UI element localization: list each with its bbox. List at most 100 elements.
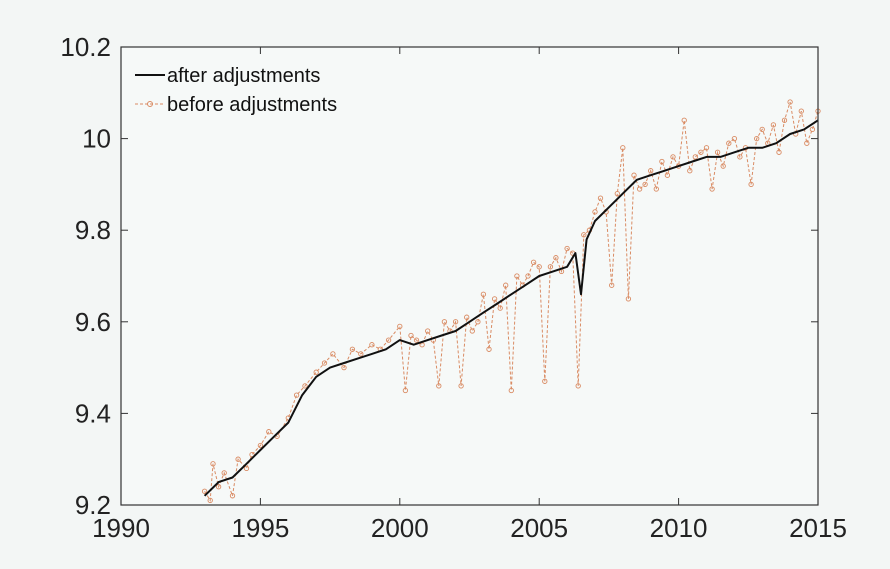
data-point-before-adjustments [754, 135, 760, 142]
y-tick-label: 10.2 [60, 32, 111, 62]
data-point-before-adjustments [302, 383, 308, 389]
data-point-before-adjustments [293, 392, 300, 398]
data-point-before-adjustments [609, 282, 615, 288]
data-point-before-adjustments [525, 273, 531, 279]
data-point-before-adjustments [597, 195, 604, 201]
data-point-before-adjustments [575, 383, 581, 389]
data-point-before-adjustments [714, 149, 721, 155]
data-point-before-adjustments [508, 387, 514, 394]
series-line-after-adjustments [203, 119, 819, 497]
series-layer [201, 99, 821, 504]
data-point-before-adjustments [469, 328, 475, 334]
data-point-before-adjustments [776, 149, 782, 155]
data-point-before-adjustments [726, 140, 732, 146]
data-point-before-adjustments [703, 145, 710, 151]
data-point-before-adjustments [625, 296, 632, 302]
legend: after adjustments before adjustments [135, 65, 337, 116]
data-point-before-adjustments [787, 99, 793, 105]
data-point-before-adjustments [358, 351, 364, 357]
data-point-before-adjustments [215, 484, 222, 490]
data-point-before-adjustments [592, 209, 598, 215]
data-point-before-adjustments [413, 337, 420, 343]
y-tick-label: 9.2 [75, 490, 111, 520]
data-point-before-adjustments [514, 273, 520, 279]
data-point-before-adjustments [425, 328, 431, 334]
data-point-before-adjustments [475, 319, 481, 325]
data-point-before-adjustments [349, 346, 356, 352]
data-point-before-adjustments [221, 470, 227, 476]
data-point-before-adjustments [341, 364, 347, 371]
data-point-before-adjustments [720, 163, 726, 169]
legend-label: before adjustments [167, 94, 337, 116]
data-point-before-adjustments [408, 332, 414, 339]
data-point-before-adjustments [692, 154, 698, 160]
data-point-before-adjustments [581, 232, 587, 238]
x-tick-label: 2005 [510, 513, 568, 543]
legend-marker-before-adjustments [147, 101, 153, 107]
y-tick-label: 9.4 [75, 398, 111, 428]
data-point-before-adjustments [402, 387, 409, 394]
data-point-before-adjustments [452, 319, 459, 325]
data-point-before-adjustments [731, 135, 738, 142]
data-point-before-adjustments [480, 291, 487, 297]
data-point-before-adjustments [235, 456, 241, 462]
legend-label: after adjustments [167, 65, 320, 87]
data-point-before-adjustments [759, 126, 765, 133]
data-point-before-adjustments [330, 351, 336, 357]
data-point-before-adjustments [385, 337, 392, 343]
data-point-before-adjustments [636, 186, 643, 192]
data-point-before-adjustments [547, 264, 554, 270]
y-tick-label: 10 [82, 124, 111, 154]
data-point-before-adjustments [497, 305, 503, 311]
data-point-before-adjustments [687, 168, 693, 174]
data-point-before-adjustments [397, 323, 403, 330]
data-point-before-adjustments [257, 442, 264, 449]
x-tick-label: 2015 [789, 513, 847, 543]
data-point-before-adjustments [503, 282, 509, 288]
series-line-before-adjustments [204, 101, 819, 502]
y-tick-label: 9.8 [75, 215, 111, 245]
data-point-before-adjustments [369, 342, 375, 348]
plot-frame [120, 46, 819, 506]
x-tick-label: 2000 [371, 513, 429, 543]
data-point-before-adjustments [441, 319, 448, 325]
data-point-before-adjustments [458, 383, 464, 389]
data-point-before-adjustments [809, 126, 816, 133]
data-point-before-adjustments [210, 461, 216, 467]
data-point-before-adjustments [642, 181, 648, 188]
data-point-before-adjustments [698, 149, 704, 155]
data-point-before-adjustments [486, 346, 492, 352]
data-point-before-adjustments [553, 255, 559, 261]
data-point-before-adjustments [201, 488, 208, 494]
data-point-before-adjustments [709, 186, 715, 192]
data-point-before-adjustments [653, 186, 659, 192]
x-tick-label: 2010 [650, 513, 708, 543]
data-point-before-adjustments [229, 493, 236, 499]
y-tick-label: 9.6 [75, 307, 111, 337]
data-point-before-adjustments [670, 154, 676, 160]
x-tick-label: 1990 [92, 513, 150, 543]
data-point-before-adjustments [243, 465, 250, 472]
data-point-before-adjustments [530, 259, 537, 265]
data-point-before-adjustments [659, 158, 665, 165]
data-point-before-adjustments [464, 314, 470, 320]
data-point-before-adjustments [648, 168, 654, 174]
data-point-before-adjustments [620, 145, 626, 151]
ticks-layer: 1990 1995 2000 2005 2010 2015 9.2 9.4 9.6 9.8 10 10… [60, 32, 847, 543]
data-point-before-adjustments [614, 190, 620, 197]
data-point-before-adjustments [491, 296, 498, 302]
data-point-before-adjustments [737, 154, 743, 160]
data-point-before-adjustments [804, 140, 810, 146]
data-point-before-adjustments [748, 181, 754, 188]
data-point-before-adjustments [631, 172, 637, 178]
data-point-before-adjustments [536, 264, 542, 270]
data-point-before-adjustments [207, 497, 213, 504]
data-point-before-adjustments [681, 117, 687, 123]
data-point-before-adjustments [770, 122, 777, 128]
data-point-before-adjustments [249, 451, 255, 458]
data-point-before-adjustments [313, 369, 319, 375]
x-tick-label: 1995 [231, 513, 289, 543]
data-point-before-adjustments [664, 172, 671, 178]
